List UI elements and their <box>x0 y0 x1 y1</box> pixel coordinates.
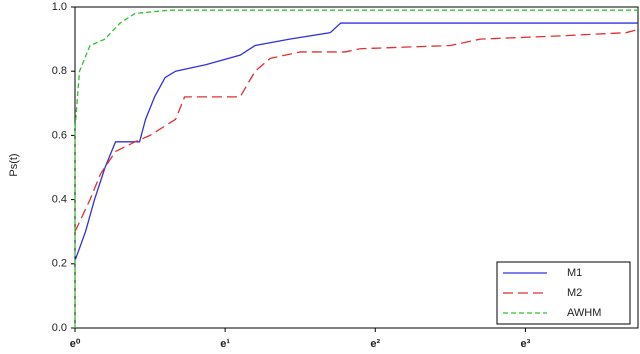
legend-label: AWHM <box>567 307 601 319</box>
legend-label: M2 <box>567 287 582 299</box>
legend-box <box>496 261 631 325</box>
y-tick-label: 0.2 <box>52 258 67 270</box>
y-tick-label: 0.8 <box>52 65 67 77</box>
legend-label: M1 <box>567 267 582 279</box>
y-tick-label: 1.0 <box>52 1 67 13</box>
y-tick-label: 0.0 <box>52 322 67 334</box>
series-line <box>74 28 639 232</box>
x-tick-label: e¹ <box>220 338 230 350</box>
series-line <box>74 9 638 328</box>
y-tick-label: 0.4 <box>52 194 67 206</box>
x-tick-label: e⁰ <box>70 338 81 350</box>
y-tick-label: 0.6 <box>52 129 67 141</box>
x-tick-label: e³ <box>521 338 531 350</box>
x-tick-label: e² <box>370 338 380 350</box>
series-line <box>74 22 638 261</box>
y-axis-label: Ps(t) <box>8 153 20 176</box>
